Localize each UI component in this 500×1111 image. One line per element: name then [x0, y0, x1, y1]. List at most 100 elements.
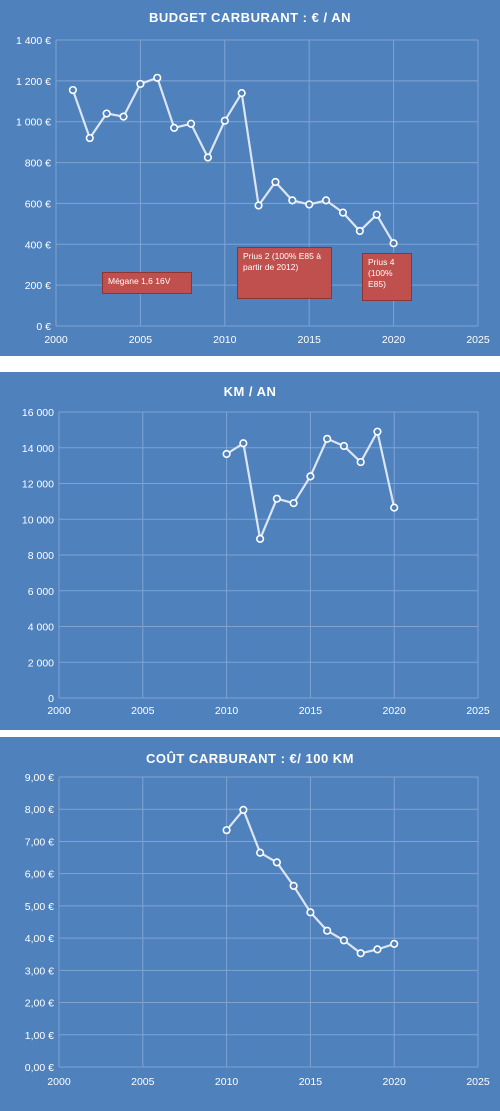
km-x-tick-label: 2000	[47, 705, 71, 717]
budget-data-point	[220, 116, 229, 125]
budget-data-point	[102, 109, 111, 118]
km-data-point	[323, 434, 332, 443]
km-y-tick-label: 10 000	[22, 514, 54, 526]
cost-data-point	[222, 826, 231, 835]
cost-x-tick-label: 2010	[215, 1076, 239, 1088]
km-y-tick-label: 4 000	[28, 622, 54, 634]
cost-chart: COÛT CARBURANT : €/ 100 KM 0,00 € 1,00 € 2,…	[0, 737, 500, 1111]
budget-y-tick-label: 1 000 €	[16, 117, 51, 129]
cost-data-point	[239, 805, 248, 814]
km-x-tick-label: 2005	[131, 705, 155, 717]
cost-data-point	[289, 881, 298, 891]
cost-data-point	[373, 945, 382, 954]
km-data-point	[306, 472, 315, 481]
km-chart-svg: KM / AN 0 2 000 4 000 6 000 8 000 10 000 12 000…	[22, 384, 490, 717]
km-data-point	[256, 534, 265, 544]
budget-data-point	[153, 73, 162, 82]
budget-x-tick-label: 2010	[213, 334, 237, 346]
budget-y-tick-label: 0 €	[36, 321, 51, 333]
km-y-tick-label: 0	[48, 693, 54, 705]
budget-y-tick-label: 200 €	[25, 280, 51, 292]
budget-data-point	[338, 208, 348, 217]
budget-data-point	[271, 177, 280, 187]
budget-data-point	[85, 133, 94, 143]
km-y-tick-label: 16 000	[22, 407, 54, 419]
cost-data-point	[256, 848, 265, 857]
budget-y-tick-label: 1 200 €	[16, 76, 51, 88]
annotation-megane: Mégane 1,6 16V	[102, 272, 192, 294]
km-x-tick-label: 2025	[466, 705, 490, 717]
cost-y-tick-label: 9,00 €	[25, 772, 54, 784]
budget-chart-title: BUDGET CARBURANT : € / AN	[149, 10, 351, 25]
budget-data-point	[136, 79, 145, 89]
budget-x-tick-label: 2000	[44, 334, 68, 346]
budget-data-point	[254, 201, 263, 210]
km-x-tick-label: 2020	[383, 705, 407, 717]
budget-data-point	[305, 200, 314, 209]
cost-y-tick-label: 7,00 €	[25, 836, 54, 848]
budget-x-tick-label: 2020	[382, 334, 406, 346]
cost-x-tick-label: 2000	[47, 1076, 71, 1088]
km-chart-title: KM / AN	[224, 384, 277, 399]
km-y-tick-label: 6 000	[28, 586, 54, 598]
cost-data-point	[306, 908, 315, 917]
km-data-point	[272, 494, 281, 503]
km-data-point	[339, 441, 349, 451]
budget-chart: BUDGET CARBURANT : € / AN 0 € 200 € 400 € 60…	[0, 0, 500, 356]
budget-data-point	[372, 210, 381, 219]
budget-series-line	[71, 76, 395, 244]
budget-data-point	[355, 226, 364, 236]
km-data-point	[356, 457, 365, 467]
cost-data-point	[356, 949, 365, 958]
budget-y-tick-label: 600 €	[25, 198, 51, 210]
km-y-tick-label: 8 000	[28, 550, 54, 562]
budget-x-tick-label: 2015	[298, 334, 322, 346]
cost-y-tick-label: 1,00 €	[25, 1030, 54, 1042]
budget-data-point	[203, 153, 213, 162]
cost-y-tick-label: 8,00 €	[25, 804, 54, 816]
cost-data-point	[272, 858, 281, 867]
cost-y-tick-label: 5,00 €	[25, 901, 54, 913]
budget-x-tick-label: 2025	[466, 334, 490, 346]
cost-chart-title: COÛT CARBURANT : €/ 100 KM	[146, 751, 354, 766]
cost-x-tick-label: 2015	[299, 1076, 323, 1088]
cost-data-point	[390, 939, 399, 949]
budget-data-point	[288, 196, 297, 205]
cost-y-tick-label: 3,00 €	[25, 965, 54, 977]
cost-x-tick-label: 2005	[131, 1076, 155, 1088]
km-chart: KM / AN 0 2 000 4 000 6 000 8 000 10 000 12 000…	[0, 372, 500, 730]
budget-y-tick-label: 400 €	[25, 239, 51, 251]
cost-data-point	[323, 926, 332, 935]
budget-data-point	[237, 89, 246, 98]
km-x-tick-label: 2015	[299, 705, 323, 717]
cost-x-tick-label: 2025	[466, 1076, 490, 1088]
cost-y-tick-label: 0,00 €	[25, 1062, 54, 1074]
annotation-prius-2: Prius 2 (100% E85 à partir de 2012)	[237, 247, 332, 299]
budget-data-point	[389, 239, 398, 248]
km-data-point	[239, 439, 248, 448]
km-data-point	[390, 503, 399, 512]
budget-data-point	[186, 119, 196, 128]
km-data-point	[289, 499, 298, 508]
budget-data-point	[119, 112, 128, 121]
cost-y-tick-label: 6,00 €	[25, 869, 54, 881]
km-data-point	[222, 449, 231, 459]
budget-x-tick-label: 2005	[129, 334, 153, 346]
annotation-prius-4: Prius 4 (100% E85)	[362, 253, 412, 301]
budget-data-point	[170, 123, 179, 132]
km-x-tick-label: 2010	[215, 705, 239, 717]
budget-y-tick-label: 800 €	[25, 158, 51, 170]
budget-data-point	[68, 85, 77, 95]
cost-data-point	[339, 936, 349, 945]
budget-y-tick-label: 1 400 €	[16, 35, 51, 47]
cost-x-tick-label: 2020	[383, 1076, 407, 1088]
budget-data-point	[321, 196, 331, 205]
km-y-tick-label: 12 000	[22, 479, 54, 491]
cost-y-tick-label: 4,00 €	[25, 933, 54, 945]
cost-chart-svg: COÛT CARBURANT : €/ 100 KM 0,00 € 1,00 € 2,…	[25, 751, 490, 1088]
budget-chart-svg: BUDGET CARBURANT : € / AN 0 € 200 € 400 € 60…	[16, 10, 490, 346]
cost-y-tick-label: 2,00 €	[25, 998, 54, 1010]
km-y-tick-label: 14 000	[22, 443, 54, 455]
km-y-tick-label: 2 000	[28, 657, 54, 669]
km-data-point	[373, 427, 382, 436]
